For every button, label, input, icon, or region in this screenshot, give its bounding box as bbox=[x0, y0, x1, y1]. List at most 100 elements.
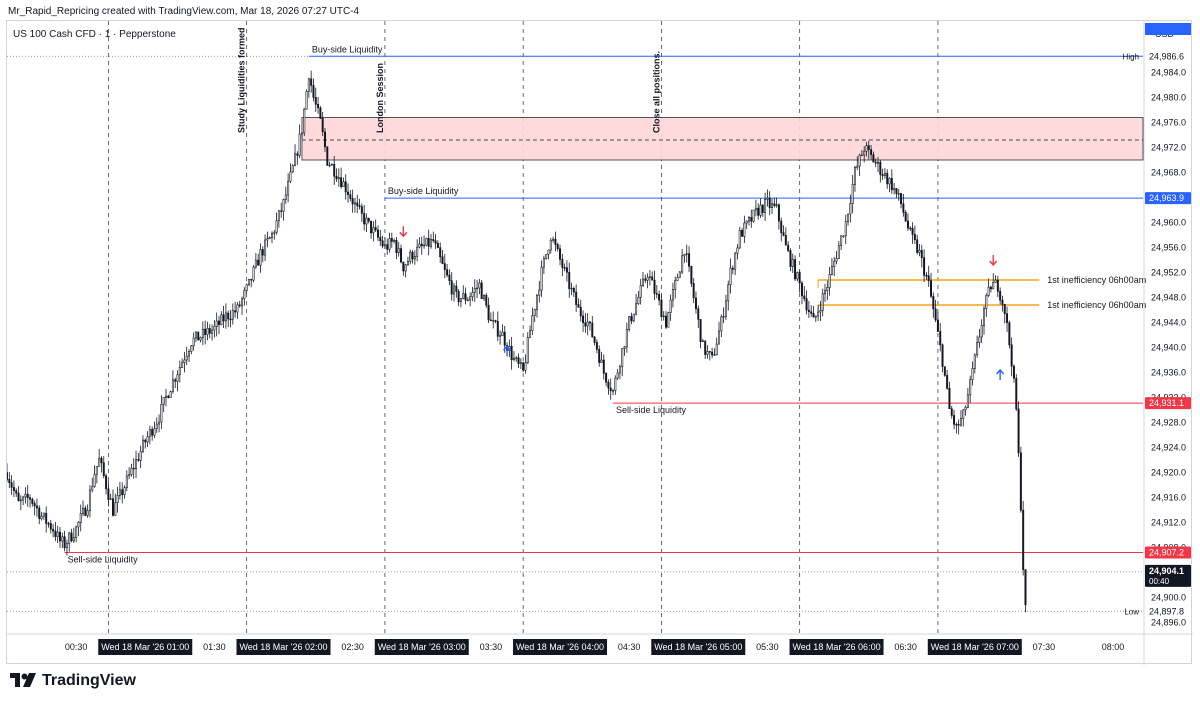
candle-body bbox=[183, 359, 186, 363]
candle-body bbox=[957, 424, 960, 426]
candle-body bbox=[925, 275, 928, 277]
candle-body bbox=[978, 336, 981, 343]
price-chart[interactable]: Buy-side Liquidity Buy-side Liquidity Sell… bbox=[7, 21, 1193, 665]
candle-body bbox=[227, 312, 230, 320]
candle-body bbox=[353, 202, 356, 205]
candle-body bbox=[764, 199, 767, 213]
candle-body bbox=[794, 259, 797, 280]
candle-body bbox=[607, 381, 610, 389]
candle-body bbox=[176, 374, 179, 382]
candle-body bbox=[98, 457, 101, 467]
candle-body bbox=[752, 209, 755, 222]
candle-body bbox=[655, 293, 658, 295]
candle-body bbox=[257, 259, 260, 266]
candle-body bbox=[515, 357, 518, 359]
tradingview-brand[interactable]: TradingView bbox=[10, 672, 136, 690]
candle-body bbox=[708, 351, 711, 353]
candle-body bbox=[432, 239, 435, 242]
candle-body bbox=[264, 239, 267, 256]
candle-body bbox=[121, 489, 124, 496]
candle-body bbox=[614, 377, 617, 391]
candle-body bbox=[252, 266, 255, 281]
liquidity-label: Sell-side Liquidity bbox=[616, 405, 687, 415]
inefficiency-label: 1st inefficiency 06h00am bbox=[1047, 275, 1146, 285]
candle-body bbox=[381, 240, 384, 247]
candle-body bbox=[699, 319, 702, 342]
candle-body bbox=[895, 188, 898, 194]
candlesticks bbox=[7, 70, 1027, 613]
candle-body bbox=[494, 320, 497, 322]
price-tick-label: 24,976.0 bbox=[1151, 118, 1186, 128]
candle-body bbox=[757, 207, 760, 216]
candle-body bbox=[900, 193, 903, 205]
candle-body bbox=[1019, 452, 1022, 511]
candle-body bbox=[236, 304, 239, 313]
candle-body bbox=[784, 235, 787, 246]
candle-body bbox=[206, 328, 209, 335]
candle-body bbox=[420, 243, 423, 247]
inefficiency-label: 1st inefficiency 06h00am bbox=[1047, 300, 1146, 310]
candle-body bbox=[980, 325, 983, 338]
candle-body bbox=[563, 267, 566, 269]
high-price-tag: 24,986.6 bbox=[1149, 51, 1184, 61]
candle-body bbox=[68, 532, 71, 544]
candle-body bbox=[234, 310, 237, 313]
candle-body bbox=[280, 210, 283, 212]
candle-body bbox=[973, 354, 976, 369]
candle-body bbox=[796, 272, 799, 280]
candle-body bbox=[572, 288, 575, 293]
time-tick-highlight bbox=[374, 639, 469, 655]
candle-body bbox=[478, 282, 481, 289]
candle-body bbox=[598, 348, 601, 363]
candle-body bbox=[441, 256, 444, 264]
candle-body bbox=[19, 499, 22, 502]
candle-body bbox=[971, 368, 974, 380]
candle-body bbox=[427, 237, 430, 247]
candle-body bbox=[830, 266, 833, 275]
candle-body bbox=[135, 459, 138, 470]
candle-body bbox=[254, 259, 257, 268]
time-tick-label: 00:30 bbox=[65, 642, 88, 652]
candle-body bbox=[390, 238, 393, 242]
candle-body bbox=[326, 146, 329, 166]
candle-body bbox=[367, 217, 370, 222]
candle-body bbox=[436, 242, 439, 248]
candle-body bbox=[678, 271, 681, 278]
candle-body bbox=[337, 177, 340, 180]
candle-body bbox=[989, 286, 992, 290]
candle-body bbox=[464, 293, 467, 301]
candle-body bbox=[545, 253, 548, 259]
candle-body bbox=[962, 409, 965, 419]
candle-body bbox=[492, 320, 495, 322]
candle-body bbox=[883, 172, 886, 177]
candle-body bbox=[851, 184, 854, 204]
candle-body bbox=[706, 351, 709, 355]
candle-body bbox=[893, 188, 896, 191]
candle-body bbox=[425, 237, 428, 246]
candle-body bbox=[450, 280, 453, 295]
candle-body bbox=[429, 239, 432, 247]
candle-body bbox=[462, 293, 465, 299]
arrow-head bbox=[989, 260, 998, 267]
candle-body bbox=[600, 359, 603, 363]
candle-body bbox=[943, 366, 946, 376]
candle-body bbox=[105, 475, 108, 490]
time-tick-highlight bbox=[236, 639, 331, 655]
candle-body bbox=[446, 269, 449, 276]
arrow-up-icon bbox=[996, 368, 1005, 380]
candle-body bbox=[321, 118, 324, 133]
time-tick-label: Wed 18 Mar '26 04:00 bbox=[516, 642, 604, 652]
candle-body bbox=[501, 331, 504, 336]
chart-frame[interactable]: Buy-side Liquidity Buy-side Liquidity Sell… bbox=[6, 20, 1193, 665]
candle-body bbox=[591, 322, 594, 338]
candle-body bbox=[40, 515, 43, 519]
candle-body bbox=[17, 492, 20, 502]
candle-body bbox=[185, 355, 188, 361]
time-tick-label: Wed 18 Mar '26 06:00 bbox=[792, 642, 880, 652]
price-axis: USD24,984.024,980.024,976.024,972.024,96… bbox=[1123, 21, 1191, 665]
candle-body bbox=[153, 428, 156, 436]
arrow-head bbox=[996, 368, 1005, 375]
candle-body bbox=[204, 328, 207, 335]
instrument-title: US 100 Cash CFD · 1 · Pepperstone bbox=[13, 29, 176, 40]
candle-body bbox=[148, 429, 151, 438]
